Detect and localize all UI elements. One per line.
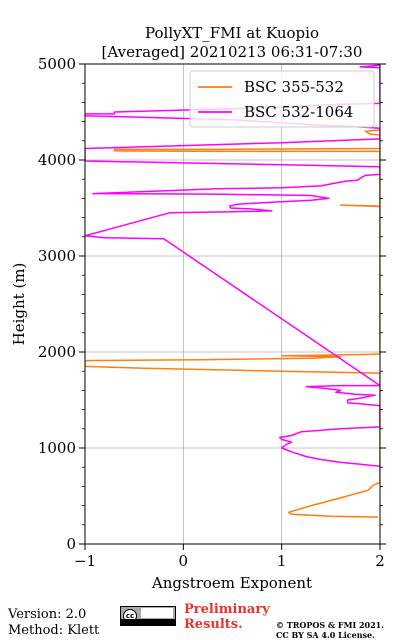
y-tick-label: 2000 xyxy=(38,343,76,361)
series-line-bsc-355-532 xyxy=(85,129,380,518)
chart-title-line1: PollyXT_FMI at Kuopio xyxy=(145,24,319,42)
cc-bar xyxy=(121,619,175,625)
plot-frame xyxy=(84,63,381,545)
preliminary-line2: Results. xyxy=(184,617,243,632)
y-axis-label: Height (m) xyxy=(10,263,28,346)
x-tick-label: −1 xyxy=(74,552,96,570)
method-text: Method: Klett xyxy=(8,623,100,638)
chart-title-line2: [Averaged] 20210213 06:31-07:30 xyxy=(102,43,363,61)
legend-label-bsc-355-532: BSC 355-532 xyxy=(244,78,344,96)
cc-license-icon: cc xyxy=(120,606,176,626)
x-tick-label: 1 xyxy=(277,552,287,570)
legend-box xyxy=(189,70,375,128)
copyright-notice: © TROPOS & FMI 2021. CC BY SA 4.0 Licens… xyxy=(276,620,384,640)
y-tick-label: 5000 xyxy=(38,55,76,73)
legend-label-bsc-532-1064: BSC 532-1064 xyxy=(244,103,353,121)
copyright-line1: © TROPOS & FMI 2021. xyxy=(276,620,385,630)
grid-lines xyxy=(85,64,380,544)
series-layer xyxy=(85,64,380,518)
y-tick-label: 3000 xyxy=(38,247,76,265)
version-text: Version: 2.0 xyxy=(8,607,87,622)
x-axis-label: Angstroem Exponent xyxy=(151,574,312,592)
copyright-line2: CC BY SA 4.0 License. xyxy=(276,630,375,640)
y-tick-label: 4000 xyxy=(38,151,76,169)
y-tick-label: 0 xyxy=(66,535,76,553)
x-tick-label: 2 xyxy=(375,552,385,570)
angstroem-profile-chart: PollyXT_FMI at Kuopio [Averaged] 2021021… xyxy=(10,24,386,592)
by-sa-icon xyxy=(141,608,173,618)
preliminary-line1: Preliminary xyxy=(184,602,270,617)
footer-version-block: Version: 2.0 Method: Klett xyxy=(8,607,99,639)
y-tick-label: 1000 xyxy=(38,439,76,457)
legend: BSC 355-532 BSC 532-1064 xyxy=(189,70,375,128)
preliminary-notice: Preliminary Results. xyxy=(184,602,270,632)
x-tick-label: 0 xyxy=(179,552,189,570)
